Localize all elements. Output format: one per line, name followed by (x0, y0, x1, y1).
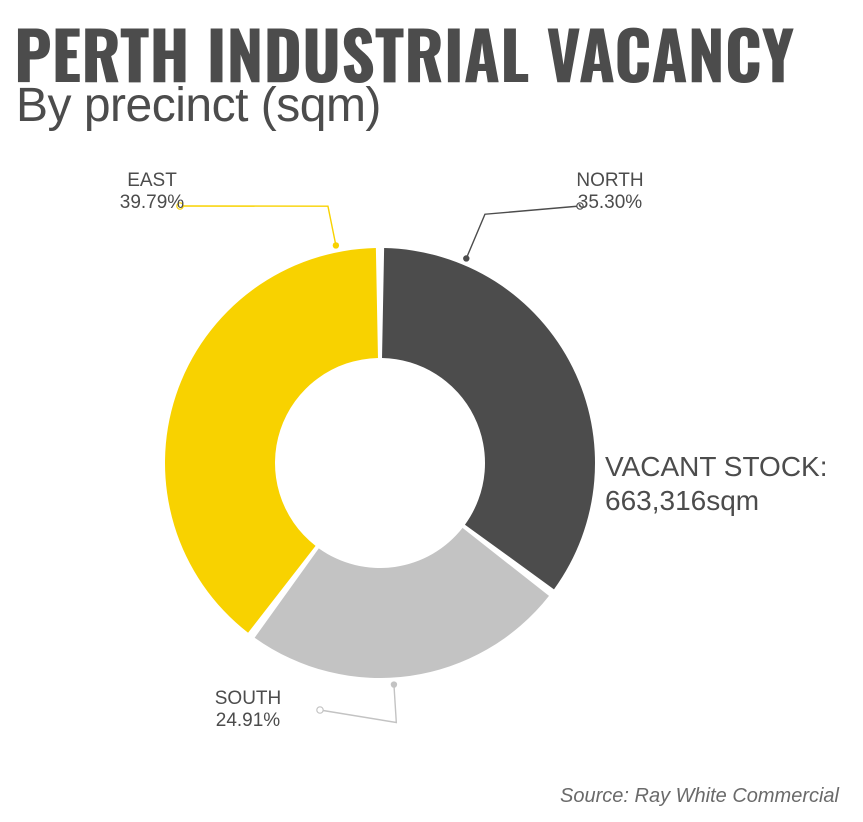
donut-slice-north (382, 248, 595, 589)
slice-label-east: EAST39.79% (97, 170, 207, 214)
slice-label-name: EAST (97, 170, 207, 192)
page-subtitle: By precinct (sqm) (16, 78, 381, 133)
callout-dot (463, 255, 469, 261)
slice-label-south: SOUTH24.91% (193, 688, 303, 732)
source-attribution: Source: Ray White Commercial (560, 785, 839, 808)
callout-end-dot (317, 707, 323, 713)
vacant-stock-block: VACANT STOCK: 663,316sqm (605, 450, 828, 518)
slice-label-value: 24.91% (193, 710, 303, 732)
callout-line (466, 206, 580, 258)
callout-dot (333, 242, 339, 248)
slice-label-name: NORTH (555, 170, 665, 192)
slice-label-name: SOUTH (193, 688, 303, 710)
slice-label-value: 39.79% (97, 192, 207, 214)
slice-label-north: NORTH35.30% (555, 170, 665, 214)
callout-dot (391, 681, 397, 687)
slice-label-value: 35.30% (555, 192, 665, 214)
callout-line (320, 685, 396, 723)
vacant-stock-label: VACANT STOCK: (605, 450, 828, 484)
vacant-stock-value: 663,316sqm (605, 484, 828, 518)
